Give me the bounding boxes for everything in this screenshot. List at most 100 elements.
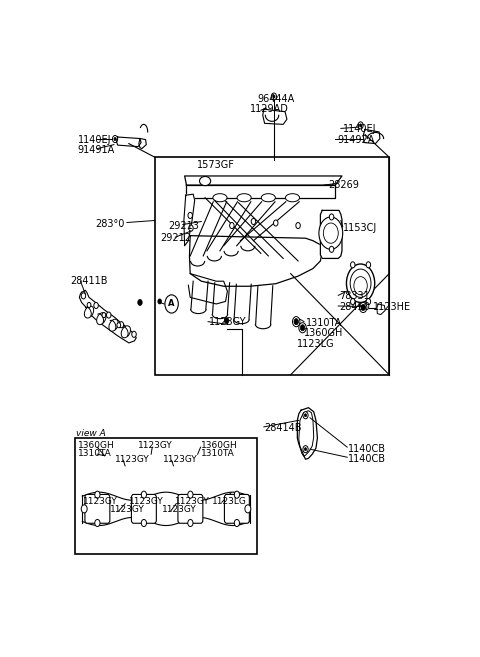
Text: 1360GH: 1360GH [78, 441, 115, 450]
Text: 28411B: 28411B [71, 276, 108, 286]
Text: 28269: 28269 [328, 180, 359, 190]
Circle shape [292, 317, 300, 327]
Bar [155, 157, 389, 374]
Text: 1123LG: 1123LG [212, 497, 247, 506]
Polygon shape [321, 210, 342, 258]
Circle shape [300, 325, 305, 330]
Circle shape [234, 520, 240, 526]
Circle shape [132, 331, 136, 337]
Circle shape [350, 261, 355, 268]
Text: view A: view A [76, 430, 106, 438]
Circle shape [141, 520, 146, 526]
FancyBboxPatch shape [85, 495, 110, 523]
Circle shape [304, 414, 307, 417]
Text: 1129AD: 1129AD [250, 104, 288, 114]
Circle shape [112, 135, 118, 143]
Circle shape [234, 491, 240, 498]
Text: 1310TA: 1310TA [305, 318, 342, 328]
Circle shape [189, 225, 193, 231]
Circle shape [303, 445, 308, 453]
Text: 1573GF: 1573GF [197, 160, 235, 170]
Text: 1123GY: 1123GY [175, 497, 209, 506]
Circle shape [107, 312, 111, 318]
Circle shape [294, 319, 299, 325]
Circle shape [102, 313, 106, 317]
Text: 91492A: 91492A [337, 135, 374, 145]
Circle shape [360, 124, 362, 127]
Ellipse shape [96, 313, 106, 325]
Circle shape [165, 295, 178, 313]
Text: 78331: 78331 [339, 291, 370, 302]
Circle shape [324, 223, 338, 243]
Text: 29213: 29213 [168, 221, 199, 231]
Text: 1123GY: 1123GY [115, 455, 150, 464]
Text: 1123GY: 1123GY [209, 317, 246, 327]
Circle shape [299, 323, 306, 333]
Circle shape [296, 223, 300, 229]
Circle shape [273, 95, 275, 98]
Circle shape [329, 214, 334, 220]
Circle shape [274, 220, 278, 226]
Circle shape [87, 302, 91, 307]
Ellipse shape [286, 194, 300, 202]
Circle shape [358, 122, 363, 129]
Text: 91491A: 91491A [78, 145, 115, 154]
Text: 1123GY: 1123GY [162, 505, 197, 514]
Text: 283°0: 283°0 [96, 219, 125, 229]
Circle shape [81, 293, 85, 299]
Circle shape [95, 491, 100, 498]
Circle shape [229, 223, 234, 229]
Text: 28450: 28450 [339, 302, 370, 312]
Circle shape [319, 217, 343, 249]
Text: 1140CB: 1140CB [348, 454, 386, 464]
Polygon shape [117, 137, 141, 147]
Text: A: A [168, 300, 175, 308]
Text: 29212: 29212 [160, 233, 192, 243]
Text: 1123GY: 1123GY [110, 505, 145, 514]
Circle shape [188, 520, 193, 526]
Circle shape [141, 491, 146, 498]
Text: 1360GH: 1360GH [304, 328, 343, 338]
Polygon shape [186, 185, 335, 198]
Circle shape [158, 299, 162, 304]
Text: 96444A: 96444A [257, 94, 294, 104]
Circle shape [303, 412, 308, 419]
Text: 1140CB: 1140CB [348, 444, 386, 454]
Circle shape [119, 322, 124, 328]
Polygon shape [377, 304, 385, 315]
Ellipse shape [213, 194, 227, 202]
Circle shape [361, 304, 365, 311]
Polygon shape [263, 109, 287, 124]
Polygon shape [139, 139, 146, 148]
Circle shape [138, 300, 142, 306]
Circle shape [347, 264, 375, 302]
Text: 1310TA: 1310TA [202, 449, 235, 458]
Circle shape [366, 261, 371, 268]
Bar [75, 438, 257, 555]
Text: 1123GY: 1123GY [129, 497, 164, 506]
Circle shape [94, 302, 98, 309]
Circle shape [354, 277, 367, 295]
Circle shape [366, 298, 371, 305]
Text: 1123LG: 1123LG [297, 339, 335, 349]
Ellipse shape [84, 306, 94, 318]
Circle shape [188, 491, 193, 498]
Text: 1310TA: 1310TA [78, 449, 112, 458]
Circle shape [350, 298, 355, 305]
Circle shape [245, 505, 251, 513]
FancyBboxPatch shape [225, 495, 249, 523]
Ellipse shape [261, 194, 276, 202]
Circle shape [271, 93, 276, 100]
FancyBboxPatch shape [178, 495, 203, 523]
FancyBboxPatch shape [132, 495, 156, 523]
Circle shape [114, 137, 116, 141]
Circle shape [251, 219, 256, 225]
Text: 1153CJ: 1153CJ [343, 223, 377, 233]
Ellipse shape [109, 319, 118, 331]
Circle shape [95, 520, 100, 526]
Ellipse shape [200, 177, 211, 185]
Text: 1123GY: 1123GY [83, 497, 118, 506]
Circle shape [329, 246, 334, 252]
Circle shape [81, 505, 87, 513]
Text: 1360GH: 1360GH [202, 441, 238, 450]
